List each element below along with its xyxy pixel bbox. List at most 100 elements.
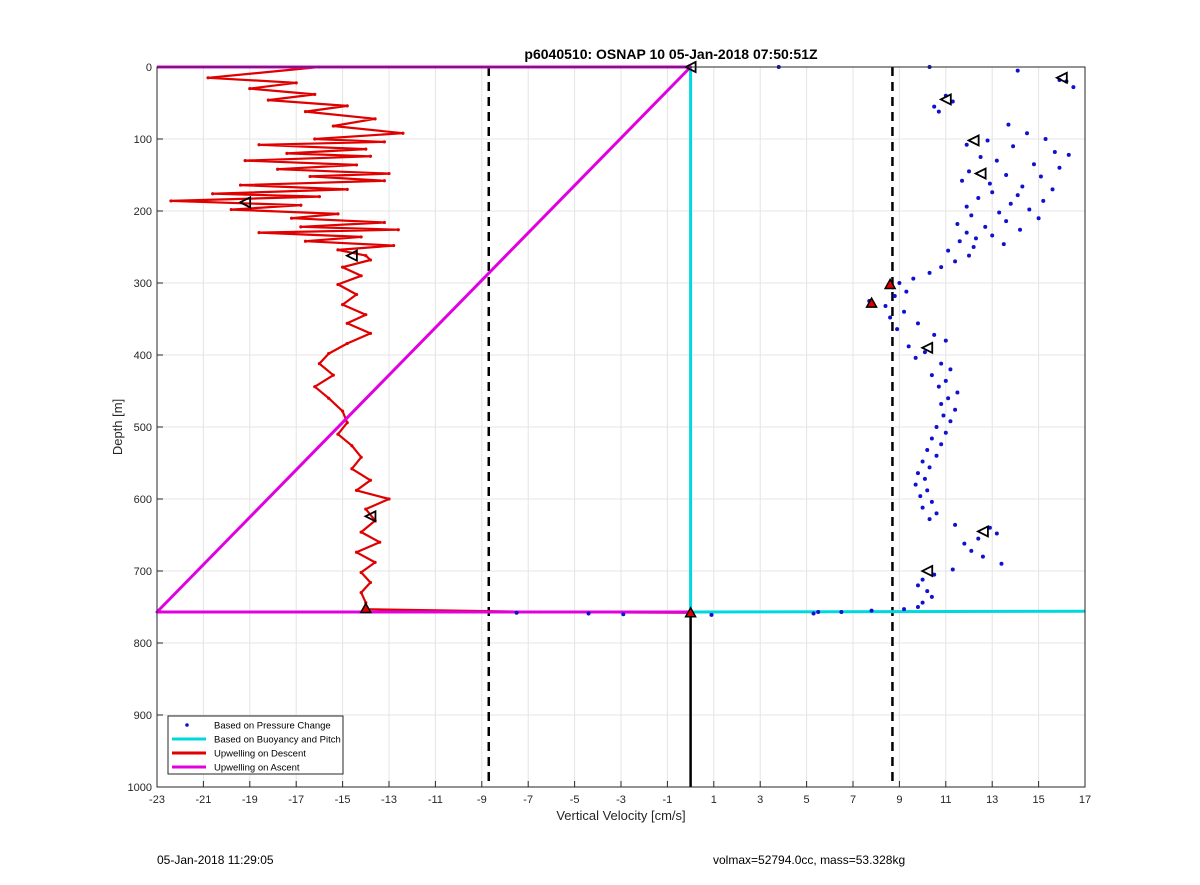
- series-point: [839, 610, 844, 615]
- series-point: [345, 187, 349, 191]
- series-point: [999, 561, 1004, 566]
- series-point: [341, 303, 345, 307]
- reference-lines: [487, 67, 894, 787]
- series-point: [514, 610, 519, 615]
- series-point: [964, 142, 969, 147]
- series-point: [946, 396, 951, 401]
- series-point: [953, 259, 958, 264]
- x-tick-label: 1: [711, 794, 717, 806]
- series-point: [922, 476, 927, 481]
- series-point: [1001, 242, 1006, 247]
- series-point: [368, 331, 373, 335]
- x-tick-label: -3: [616, 794, 626, 806]
- series-point: [206, 76, 210, 80]
- series-point: [946, 248, 951, 253]
- series-point: [811, 611, 816, 616]
- series-point: [920, 505, 925, 510]
- series-point: [943, 430, 948, 435]
- series-point: [382, 179, 386, 183]
- series-point: [1031, 162, 1036, 167]
- triangle-marker: [966, 133, 980, 147]
- series-point: [948, 367, 953, 372]
- series-point: [920, 459, 925, 464]
- series-point: [990, 190, 995, 195]
- series-point: [927, 270, 932, 275]
- series-point: [1057, 165, 1062, 170]
- x-tick-label: -5: [570, 794, 580, 806]
- series-point: [915, 321, 920, 326]
- triangle-marker: [684, 606, 697, 618]
- series-point: [364, 147, 368, 151]
- series-point: [299, 203, 303, 207]
- series-point: [336, 282, 340, 287]
- series-point: [816, 610, 821, 615]
- series-point: [1004, 219, 1009, 224]
- series-point: [345, 104, 349, 108]
- series-point: [359, 570, 363, 575]
- series-point: [345, 321, 349, 325]
- series-point: [1043, 137, 1048, 141]
- series-point: [969, 213, 974, 218]
- series-point: [955, 390, 960, 395]
- series-point: [359, 530, 363, 534]
- series-point: [920, 600, 925, 605]
- legend-label: Upwelling on Descent: [214, 749, 306, 760]
- x-tick-label: -13: [381, 794, 397, 806]
- x-tick-label: -19: [242, 794, 258, 806]
- series-point: [987, 181, 992, 186]
- series-point: [336, 212, 340, 216]
- series-point: [368, 258, 373, 262]
- x-tick-label: -7: [523, 794, 533, 806]
- series-line: [169, 65, 691, 614]
- series-point: [1018, 227, 1023, 232]
- series-point: [925, 448, 930, 453]
- series-point: [939, 361, 944, 366]
- series-point: [913, 482, 918, 487]
- series-point: [943, 338, 948, 343]
- series-point: [962, 541, 967, 546]
- series-point: [936, 109, 941, 114]
- x-tick-label: 17: [1079, 794, 1091, 806]
- series-point: [266, 98, 270, 102]
- series-point: [915, 605, 920, 609]
- series-point: [957, 239, 962, 244]
- series-point: [364, 313, 368, 317]
- series-point: [934, 425, 939, 429]
- triangle-marker: [938, 92, 952, 106]
- series-point: [359, 591, 363, 595]
- series-point: [927, 465, 932, 470]
- series-point: [964, 204, 969, 209]
- triangle-marker: [363, 509, 377, 523]
- series-point: [941, 413, 946, 418]
- series-point: [932, 332, 937, 337]
- series-point: [987, 525, 992, 530]
- series-point: [257, 143, 261, 147]
- series-point: [350, 444, 354, 448]
- series-point: [973, 236, 978, 241]
- triangle-marker: [920, 564, 934, 578]
- series-point: [299, 225, 303, 229]
- series-point: [964, 230, 969, 235]
- x-tick-label: 7: [850, 794, 856, 806]
- series-point: [317, 195, 321, 199]
- series-point: [336, 432, 340, 436]
- series-point: [308, 174, 312, 179]
- series-point: [902, 607, 907, 612]
- x-tick-label: -17: [288, 794, 304, 806]
- triangle-marker: [920, 341, 934, 355]
- series-point: [1006, 122, 1011, 127]
- series-point: [976, 536, 981, 541]
- triangle-marker: [1054, 71, 1068, 85]
- series-point: [294, 81, 298, 85]
- series-point: [994, 531, 999, 536]
- series-point: [1052, 149, 1057, 154]
- series-point: [985, 138, 990, 143]
- legend-label: Upwelling on Ascent: [214, 763, 300, 774]
- series-point: [709, 612, 714, 617]
- series-point: [934, 511, 939, 516]
- series-point: [915, 471, 920, 476]
- series-point: [317, 362, 321, 366]
- series-point: [341, 265, 345, 269]
- series-point: [955, 221, 960, 226]
- series-point: [939, 265, 944, 270]
